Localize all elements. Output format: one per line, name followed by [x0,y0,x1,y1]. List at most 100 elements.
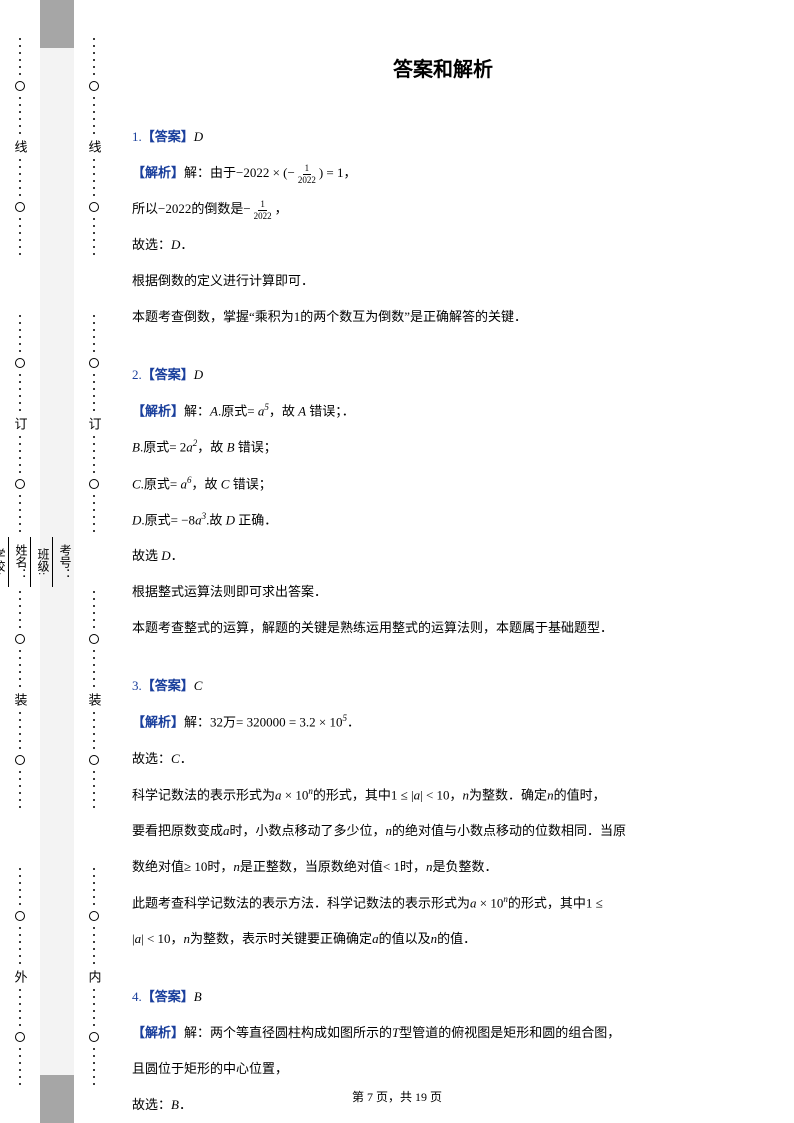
analysis-line: 科学记数法的表示形式为a × 10n的形式，其中1 ≤ |a| < 10，n为整… [132,782,754,808]
form-field: 考号： [52,537,74,587]
superscript: 5 [264,402,269,412]
analysis-line: 此题考查科学记数法的表示方法．科学记数法的表示形式为a × 10n的形式，其中1… [132,890,754,916]
form-label-bar: 学校:姓名：班级:考号： [40,0,74,1123]
binding-circle-icon [15,202,25,212]
math-italic: T [392,1025,399,1040]
binding-circle-icon [15,81,25,91]
superscript: n [503,894,508,904]
math-italic: a [414,787,421,802]
binding-dots [19,374,21,411]
analysis-line: D.原式= −8a3.故 D 正确． [132,507,754,533]
binding-circle-icon [89,1032,99,1042]
analysis-line: 【解析】解：32万= 320000 = 3.2 × 105． [132,709,754,735]
form-field-line [8,537,9,587]
analysis-line: 要看把原数变成a时，小数点移动了多少位，n的绝对值与小数点移动的位数相同．当原 [132,818,754,844]
binding-circle-icon [89,479,99,489]
binding-dots [93,1048,95,1085]
form-field: 班级: [30,537,52,587]
answer-block: 1.【答案】D【解析】解：由于−2022 × (−12022) = 1，所以−2… [132,124,754,330]
binding-dots [19,436,21,473]
analysis-tag: 【解析】 [132,403,184,418]
analysis-line: C.原式= a6，故 C 错误； [132,471,754,497]
binding-char: 外 [11,970,30,983]
binding-circle-icon [89,202,99,212]
binding-circle-icon [89,911,99,921]
answer-tag: 【答案】 [142,989,194,1004]
answer-header: 4.【答案】B [132,984,754,1010]
binding-dots [93,97,95,134]
binding-circle-icon [15,358,25,368]
analysis-line: 【解析】解：A.原式= a5，故 A 错误；． [132,398,754,424]
math-italic: B [132,440,140,455]
binding-segment: 内 [74,838,114,1115]
math-italic: A [298,403,306,418]
answer-header: 2.【答案】D [132,362,754,388]
answer-tag: 【答案】 [142,678,194,693]
binding-dots [19,712,21,749]
math-italic: D [226,512,235,527]
analysis-tag: 【解析】 [132,1025,184,1040]
binding-dots [19,771,21,808]
analysis-line: 根据倒数的定义进行计算即可． [132,268,754,294]
form-field: 学校: [0,537,8,587]
binding-char: 线 [85,140,104,153]
superscript: 6 [187,475,192,485]
binding-segment: 订 [0,285,40,562]
math-italic: C [221,476,230,491]
binding-char: 装 [85,693,104,706]
answer-block: 2.【答案】D【解析】解：A.原式= a5，故 A 错误；．B.原式= 2a2，… [132,362,754,641]
math-italic: n [431,931,438,946]
binding-segment: 外 [0,838,40,1115]
binding-dots [93,650,95,687]
answer-letter: B [194,989,202,1004]
grey-cap-top [40,0,74,48]
binding-circle-icon [89,634,99,644]
math-italic: a [372,931,379,946]
binding-circle-icon [15,755,25,765]
binding-segment: 线 [74,8,114,285]
form-field-label: 姓名： [13,544,30,580]
question-number: 4. [132,989,142,1004]
binding-circle-icon [15,634,25,644]
binding-circle-icon [89,755,99,765]
math-italic: A [210,403,218,418]
binding-circle-icon [15,1032,25,1042]
binding-char: 装 [11,693,30,706]
analysis-line: 【解析】解：两个等直径圆柱构成如图所示的T型管道的俯视图是矩形和圆的组合图， [132,1020,754,1046]
analysis-tag: 【解析】 [132,165,184,180]
binding-dots [93,591,95,628]
binding-dots [19,927,21,964]
binding-dots [19,38,21,75]
footer-suffix: 页 [427,1090,442,1104]
fraction: 12022 [252,200,274,221]
math-italic: n [547,787,554,802]
binding-strip-inner: 线订装内 [74,0,114,1123]
analysis-line: 且圆位于矩形的中心位置， [132,1056,754,1082]
form-field-label: 班级: [35,548,52,575]
binding-dots [93,315,95,352]
binding-dots [93,159,95,196]
math-italic: C [132,476,141,491]
binding-segment: 装 [74,562,114,839]
answer-letter: D [194,367,203,382]
math-italic: C [171,751,180,766]
analysis-line: 故选：D． [132,232,754,258]
answer-header: 3.【答案】C [132,673,754,699]
math-italic: n [386,823,393,838]
binding-dots [19,159,21,196]
math-italic: D [132,512,141,527]
footer-prefix: 第 [352,1090,367,1104]
binding-char: 订 [85,417,104,430]
binding-dots [93,927,95,964]
binding-circle-icon [15,911,25,921]
binding-dots [93,374,95,411]
binding-dots [93,712,95,749]
form-field-line [30,537,31,587]
question-number: 1. [132,129,142,144]
math-italic: a [470,895,477,910]
form-field-label: 学校: [0,548,8,575]
math-italic: B [227,440,235,455]
binding-segment: 订 [74,285,114,562]
math-italic: n [426,859,433,874]
binding-dots [93,495,95,532]
